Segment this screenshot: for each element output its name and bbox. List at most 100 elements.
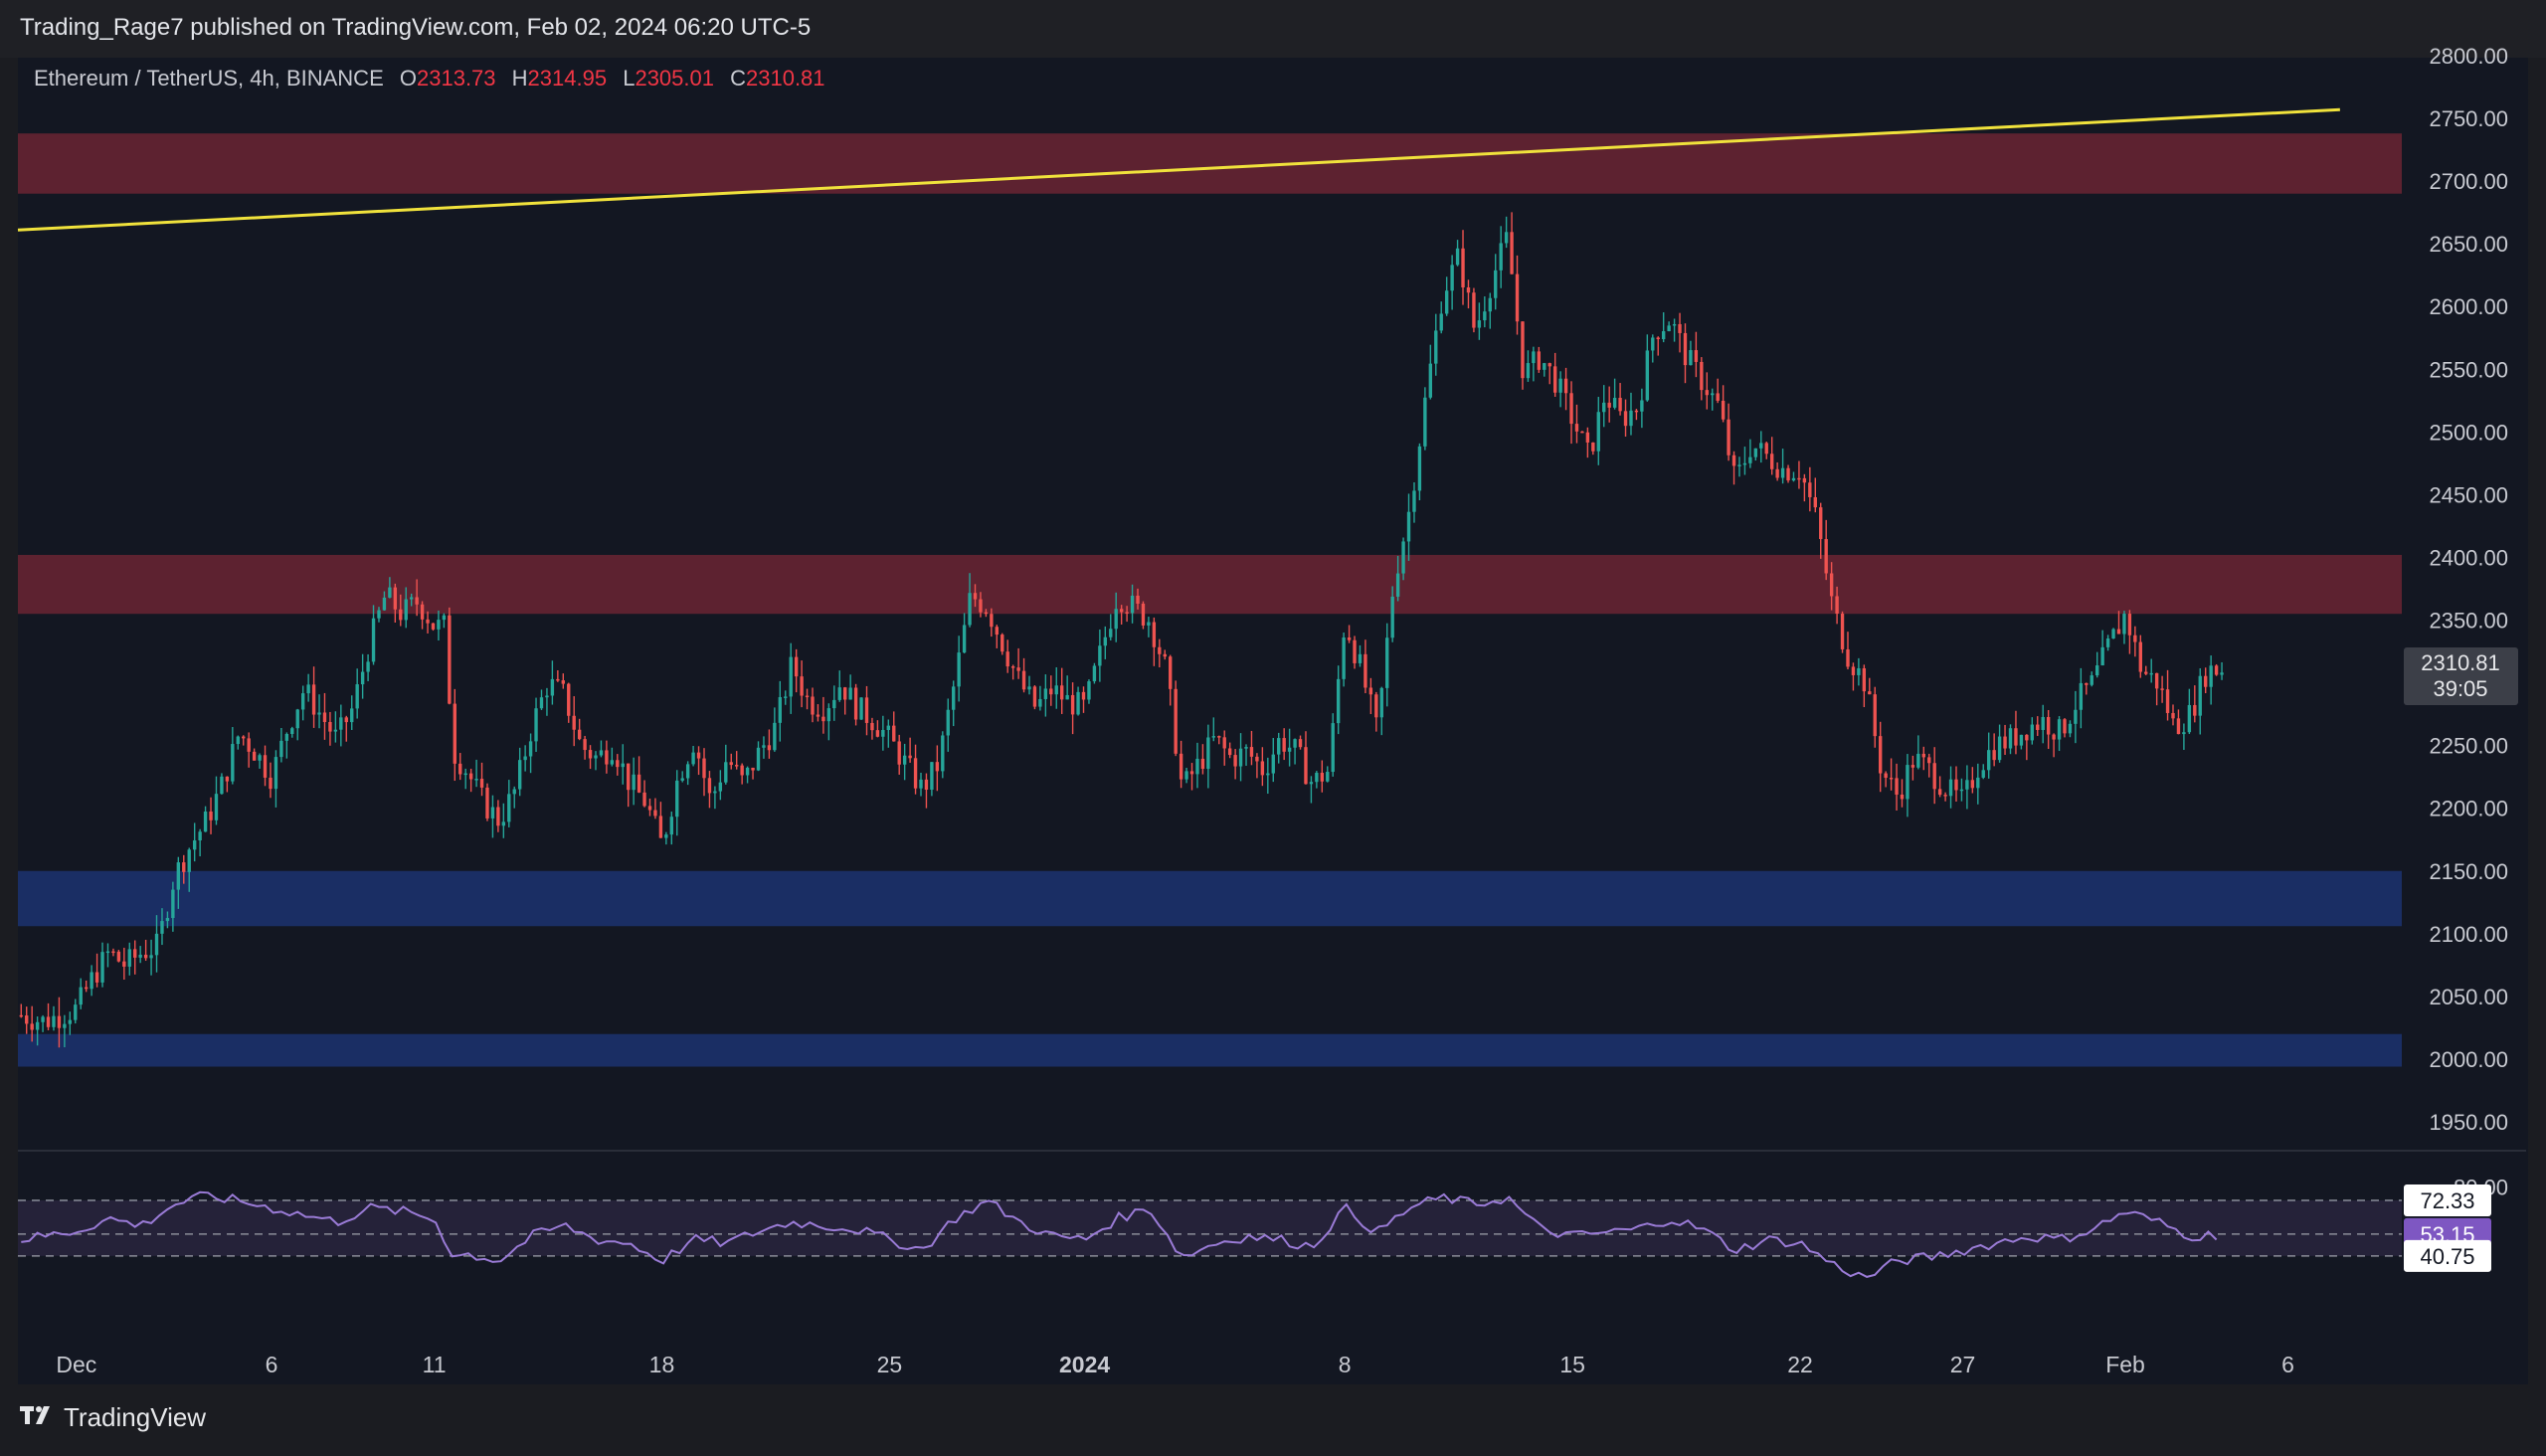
candle-body [702,758,706,779]
candle-body [2057,719,2062,740]
candle-body [1130,595,1135,614]
candle-body [2127,614,2132,636]
candle-body [1315,773,1319,783]
candle-body [1563,378,1568,394]
price-tick-label: 2650.00 [2429,232,2508,257]
time-tick-label: 8 [1339,1352,1352,1377]
publisher-line: Trading_Rage7 published on TradingView.c… [20,14,812,41]
candle-body [182,862,186,872]
candle-body [962,625,967,653]
candle-body [1737,464,1741,466]
candle-body [1791,477,1796,481]
candle-body [2154,672,2159,689]
candle-body [84,987,89,990]
last-price-badge [2404,646,2518,705]
candle-body [333,729,338,732]
time-tick-label: Dec [56,1352,96,1377]
candle-body [284,733,289,741]
candle-body [1683,332,1688,366]
candle-body [946,709,950,736]
candle-body [1731,455,1736,466]
candle-body [908,755,912,759]
candle-body [1379,687,1383,718]
candle-body [1494,270,1498,298]
time-tick-label: 22 [1787,1352,1813,1377]
rsi-band [18,1199,2402,1256]
candle-body [154,933,159,956]
candle-body [1049,688,1053,695]
open-label: O [399,66,417,91]
candle-body [382,597,387,611]
candle-body [35,1021,40,1030]
candle-body [2182,732,2186,735]
candle-body [1364,653,1367,688]
candle-body [1661,331,1666,340]
candle-body [632,774,636,791]
candle-body [399,609,403,621]
publisher-bar: Trading_Rage7 published on TradingView.c… [0,0,2546,58]
candle-body [1716,393,1720,401]
tradingview-brand[interactable]: TradingView [20,1402,206,1433]
candle-body [1976,777,1980,789]
candle-body [545,695,549,698]
candle-body [875,730,880,737]
candle-body [1906,765,1910,800]
candle-body [864,697,869,723]
candle-body [1851,666,1856,675]
price-tick-label: 2700.00 [2429,169,2508,194]
candle-body [388,587,392,598]
candle-body [192,840,197,850]
candle-body [1987,750,1991,771]
candle-body [1320,773,1325,782]
candle-body [2046,716,2051,735]
candle-body [729,762,733,766]
candle-body [1227,748,1232,756]
candle-body [1434,330,1438,364]
price-tick-label: 2250.00 [2429,734,2508,759]
candle-body [404,599,408,621]
candle-body [2165,689,2170,713]
candle-body [653,810,657,817]
candle-body [1552,366,1557,393]
candle-body [1937,789,1942,796]
candle-body [355,684,359,709]
candle-body [594,755,598,759]
candle-body [517,760,522,790]
candle-body [724,762,728,783]
candle-body [1309,782,1314,785]
candle-body [1808,482,1812,497]
candle-body [2149,672,2153,675]
candle-body [1092,665,1097,682]
candle-body [1645,350,1650,401]
candle-body [1678,323,1682,333]
candle-body [2014,728,2018,746]
candle-body [1510,232,1514,274]
candle-body [1249,747,1254,757]
candle-body [1596,412,1600,452]
candle-body [1786,467,1790,481]
candle-body [805,695,810,698]
candle-body [588,750,593,759]
candle-body [859,697,863,720]
time-tick-label: 15 [1559,1352,1585,1377]
candle-body [1271,754,1275,774]
resistance-zone-1 [18,554,2402,615]
candle-body [1797,477,1801,480]
countdown-text: 39:05 [2433,676,2487,701]
candle-body [1136,595,1140,604]
candle-body [2116,629,2121,635]
candle-body [583,739,587,751]
symbol-title: Ethereum / TetherUS, 4h, BINANCE [34,66,384,91]
time-tick-label: 6 [266,1352,278,1377]
candle-body [252,751,257,761]
support-zone-2 [18,870,2402,927]
rsi-upper-badge-text: 72.33 [2420,1188,2474,1213]
candle-body [1873,694,1877,737]
candle-body [311,684,316,715]
candle-body [2063,719,2067,734]
candle-body [2025,734,2029,741]
chart-area[interactable] [18,58,2528,1384]
candle-body [1483,311,1487,321]
candle-body [1813,496,1817,508]
